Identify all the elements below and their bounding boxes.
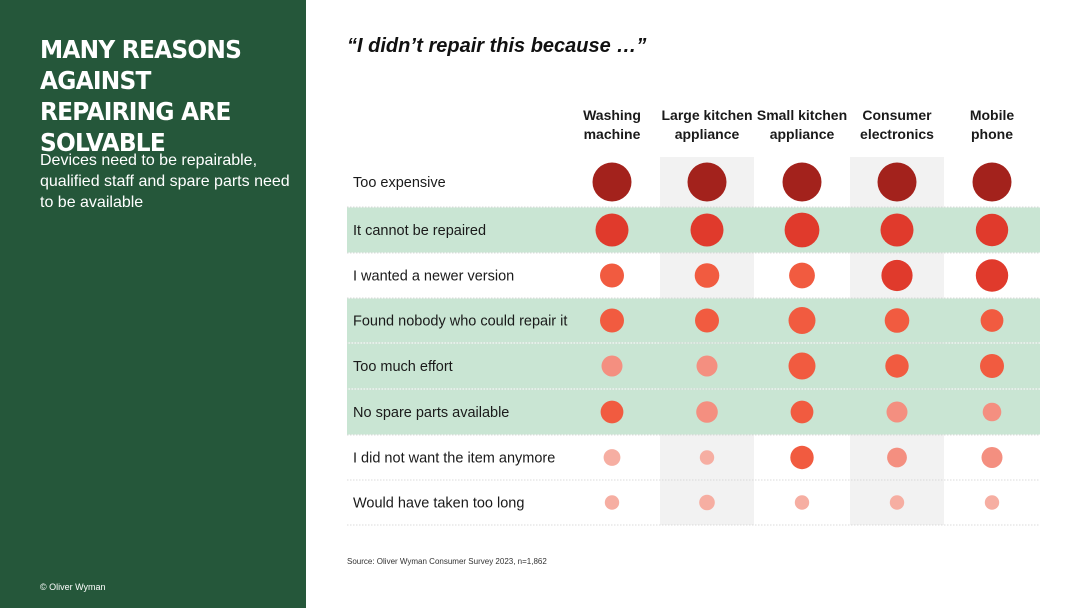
bubble-3-2 (694, 263, 720, 288)
row-label: I did not want the item anymore (353, 451, 555, 467)
highlight-row-5 (347, 343, 1040, 389)
copyright: © Oliver Wyman (40, 582, 106, 592)
bubble-8-1 (604, 495, 620, 510)
bubble-5-4 (885, 354, 909, 378)
bubble-1-4 (877, 162, 917, 202)
bubble-6-3 (790, 400, 814, 424)
bubble-3-4 (881, 259, 913, 292)
bubble-8-5 (984, 495, 1000, 510)
bubble-7-3 (790, 445, 814, 470)
row-label: Found nobody who could repair it (353, 314, 567, 330)
bubble-7-5 (981, 447, 1003, 468)
bubble-4-1 (600, 308, 624, 333)
bubble-6-4 (886, 401, 908, 423)
bubble-1-5 (972, 162, 1012, 202)
sidebar-title: MANY REASONS AGAINST REPAIRING ARE SOLVA… (40, 35, 242, 157)
bubble-2-4 (880, 213, 914, 247)
row-label: Too expensive (353, 175, 446, 191)
bubble-3-1 (600, 263, 624, 288)
bubble-8-4 (889, 495, 905, 510)
bubble-4-2 (695, 308, 719, 333)
bubble-2-5 (975, 213, 1009, 247)
bubble-7-4 (887, 447, 907, 468)
bubble-6-5 (982, 402, 1002, 422)
bubble-5-3 (788, 352, 816, 380)
source-note: Source: Oliver Wyman Consumer Survey 202… (347, 557, 547, 566)
bubble-4-3 (788, 307, 816, 334)
bubble-6-1 (600, 400, 624, 424)
bubble-7-2 (699, 450, 715, 465)
bubble-5-5 (980, 354, 1004, 378)
row-label: Too much effort (353, 359, 453, 375)
bubble-1-3 (782, 162, 822, 202)
chart-quote-title: “I didn’t repair this because …” (347, 35, 647, 57)
bubble-2-2 (690, 213, 724, 247)
sidebar: MANY REASONS AGAINST REPAIRING ARE SOLVA… (0, 0, 306, 608)
bubble-4-5 (980, 309, 1004, 332)
row-label: No spare parts available (353, 405, 509, 421)
bubble-1-2 (687, 162, 727, 202)
bubble-3-5 (975, 259, 1009, 292)
column-header-3: Small kitchen appliance (757, 107, 847, 142)
row-label: I wanted a newer version (353, 269, 514, 285)
bubble-5-2 (696, 355, 718, 377)
column-header-1: Washing machine (583, 107, 641, 142)
row-label: Would have taken too long (353, 496, 524, 512)
bubble-1-1 (592, 162, 632, 202)
bubble-8-2 (699, 494, 715, 511)
bubble-2-1 (595, 213, 629, 247)
column-header-5: Mobile phone (970, 107, 1015, 142)
highlight-row-4 (347, 298, 1040, 343)
bubble-4-4 (884, 308, 910, 333)
bubble-5-1 (601, 355, 623, 377)
sidebar-subtitle: Devices need to be repairable, qualified… (40, 152, 290, 211)
bubble-7-1 (603, 449, 621, 466)
column-header-4: Consumer electronics (860, 107, 934, 142)
bubble-8-3 (794, 495, 810, 510)
column-header-2: Large kitchen appliance (661, 107, 752, 142)
row-label: It cannot be repaired (353, 223, 486, 239)
highlight-row-6 (347, 389, 1040, 435)
bubble-2-3 (784, 212, 820, 248)
bubble-6-2 (696, 401, 718, 423)
bubble-3-3 (789, 262, 815, 289)
